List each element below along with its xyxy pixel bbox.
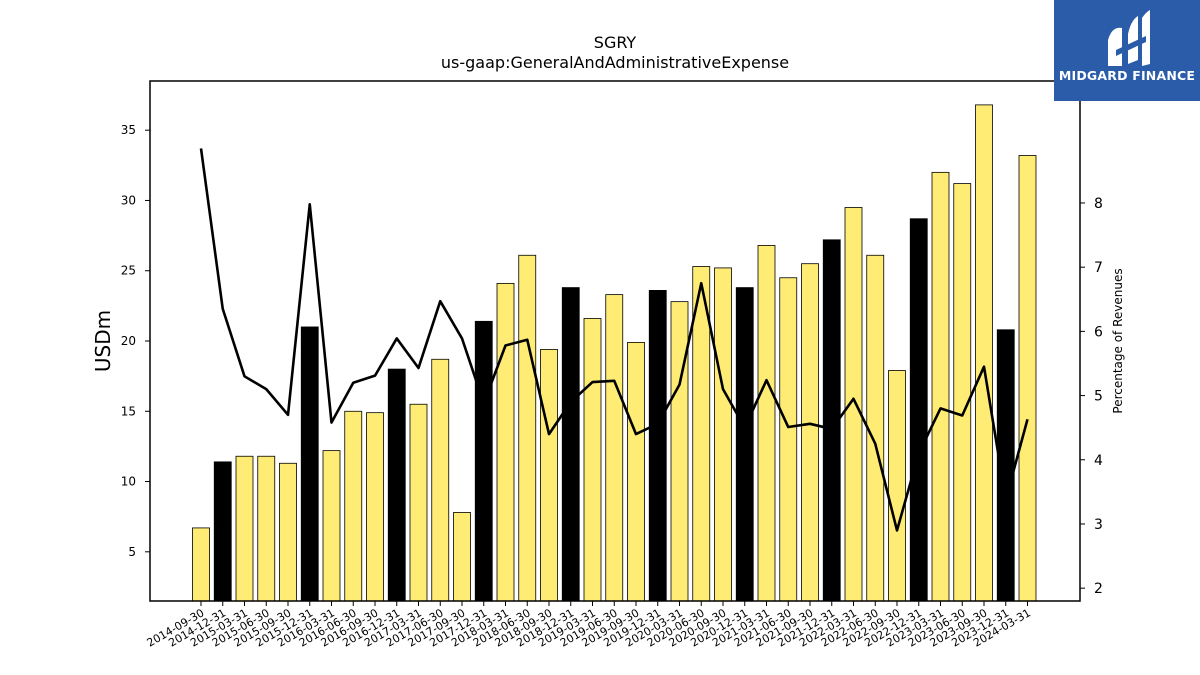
bar-2018-09-30 bbox=[540, 349, 558, 602]
bar-2022-12-31 bbox=[909, 218, 928, 602]
y2-tick-label: 4 bbox=[1094, 453, 1103, 469]
midgard-logo-icon bbox=[1054, 0, 1200, 101]
bar-2022-09-30 bbox=[888, 370, 906, 602]
bar-2023-09-30 bbox=[975, 104, 993, 602]
bar-2019-12-31 bbox=[648, 290, 667, 602]
y-axis-label: USDm bbox=[91, 310, 115, 372]
bar-2022-03-31 bbox=[844, 207, 863, 602]
brand-name: MIDGARD FINANCE bbox=[1058, 68, 1196, 83]
bar-2021-03-31 bbox=[757, 245, 776, 602]
y-tick-label: 20 bbox=[121, 334, 136, 348]
bar-2020-03-31 bbox=[670, 301, 689, 602]
bar-2014-09-30 bbox=[192, 527, 210, 602]
bar-2016-09-30 bbox=[366, 412, 384, 602]
y-axis-left: 5 10 15 20 25 30 35 bbox=[121, 123, 150, 559]
y2-tick-label: 5 bbox=[1094, 389, 1103, 405]
chart-subtitle: us-gaap:GeneralAndAdministrativeExpense bbox=[441, 53, 789, 72]
bar-2022-06-30 bbox=[866, 254, 885, 602]
bar-2021-09-30 bbox=[801, 263, 819, 602]
bar-2016-03-31 bbox=[322, 450, 341, 602]
y2-tick-label: 7 bbox=[1094, 260, 1103, 276]
y2-tick-label: 3 bbox=[1094, 517, 1103, 533]
bar-2017-12-31 bbox=[474, 320, 493, 602]
bar-2017-03-31 bbox=[409, 403, 428, 602]
bar-2021-06-30 bbox=[779, 277, 798, 602]
bar-2023-03-31 bbox=[931, 171, 950, 602]
bar-2018-03-31 bbox=[496, 282, 515, 602]
bar-2018-12-31 bbox=[561, 287, 580, 602]
y-tick-label: 5 bbox=[128, 545, 136, 559]
bar-2015-12-31 bbox=[300, 326, 319, 602]
revenue-percentage-line bbox=[199, 148, 1029, 532]
y-tick-label: 15 bbox=[121, 404, 136, 418]
bar-2016-06-30 bbox=[344, 410, 363, 602]
y2-tick-label: 8 bbox=[1094, 196, 1103, 212]
bar-2020-12-31 bbox=[735, 287, 754, 602]
y2-tick-label: 6 bbox=[1094, 324, 1103, 340]
bar-2015-03-31 bbox=[235, 455, 254, 602]
bar-2014-12-31 bbox=[213, 461, 232, 602]
chart-title: SGRY bbox=[594, 33, 637, 52]
bar-2015-09-30 bbox=[279, 462, 297, 602]
bar-2024-03-31 bbox=[1018, 155, 1037, 602]
bar-2019-03-31 bbox=[583, 318, 602, 602]
y-axis-right: 2 3 4 5 6 7 8 bbox=[1080, 196, 1103, 597]
bar-2023-06-30 bbox=[953, 183, 972, 602]
bar-2017-06-30 bbox=[431, 358, 450, 602]
bar-2019-06-30 bbox=[605, 294, 624, 602]
brand-logo: MIDGARD FINANCE bbox=[1054, 0, 1200, 101]
y2-axis-label: Percentage of Revenues bbox=[1111, 268, 1125, 413]
bar-2017-09-30 bbox=[453, 512, 471, 602]
bar-2020-09-30 bbox=[714, 267, 732, 602]
x-axis: 2014-09-302014-12-312015-03-312015-06-30… bbox=[145, 601, 1033, 650]
y2-tick-label: 2 bbox=[1094, 581, 1103, 597]
y-tick-label: 35 bbox=[121, 123, 136, 137]
y-tick-label: 30 bbox=[121, 193, 136, 207]
y-tick-label: 25 bbox=[121, 264, 136, 278]
bar-2015-06-30 bbox=[257, 455, 276, 602]
bar-series bbox=[192, 104, 1037, 602]
bar-2018-06-30 bbox=[518, 254, 537, 602]
bar-2016-12-31 bbox=[387, 368, 406, 602]
y-tick-label: 10 bbox=[121, 475, 136, 489]
bar-2019-09-30 bbox=[627, 342, 645, 602]
